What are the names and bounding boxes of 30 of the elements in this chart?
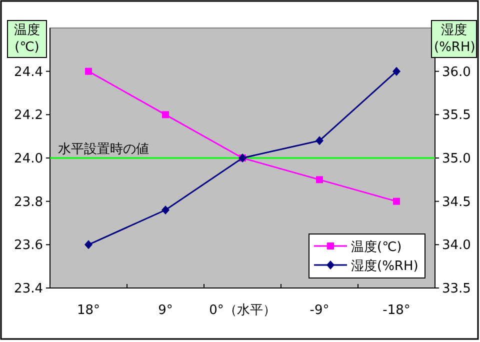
y-tick-label: 24.0 [14,152,43,166]
point [316,136,324,146]
x-tick-label: -18° [382,303,410,318]
y-tick-label: 23.4 [14,282,43,296]
y2-tick-label: 33.5 [442,282,471,296]
y2-tick-label: 34.0 [442,238,471,254]
x-tick-label: 0°（水平） [209,303,276,318]
point [393,198,400,205]
y-axis-title: 温度(℃) [7,20,47,58]
y2-tick-label: 36.0 [442,64,471,80]
y-tick-label: 24.4 [14,64,43,80]
x-tick-label: -9° [310,303,330,318]
ref-line-label: 水平設置時の値 [58,142,149,157]
x-tick-label: 9° [158,303,173,318]
point [162,206,170,214]
legend-label: 温度(℃) [351,239,402,255]
y2-tick-label: 34.5 [442,194,471,210]
x-tick-label: 18° [76,303,100,318]
point [392,66,400,76]
y-tick-label: 23.6 [14,238,43,254]
y2-tick-label: 35.0 [442,152,471,166]
point [85,68,92,75]
y-tick-label: 24.2 [14,108,43,124]
point [162,111,169,118]
y-tick-label: 23.8 [14,194,43,210]
y2-tick-label: 35.5 [442,108,471,124]
y2-axis-title: 湿度(%RH) [431,20,477,58]
point [84,240,92,250]
legend-label: 湿度(%RH) [351,258,418,274]
point [316,176,323,184]
